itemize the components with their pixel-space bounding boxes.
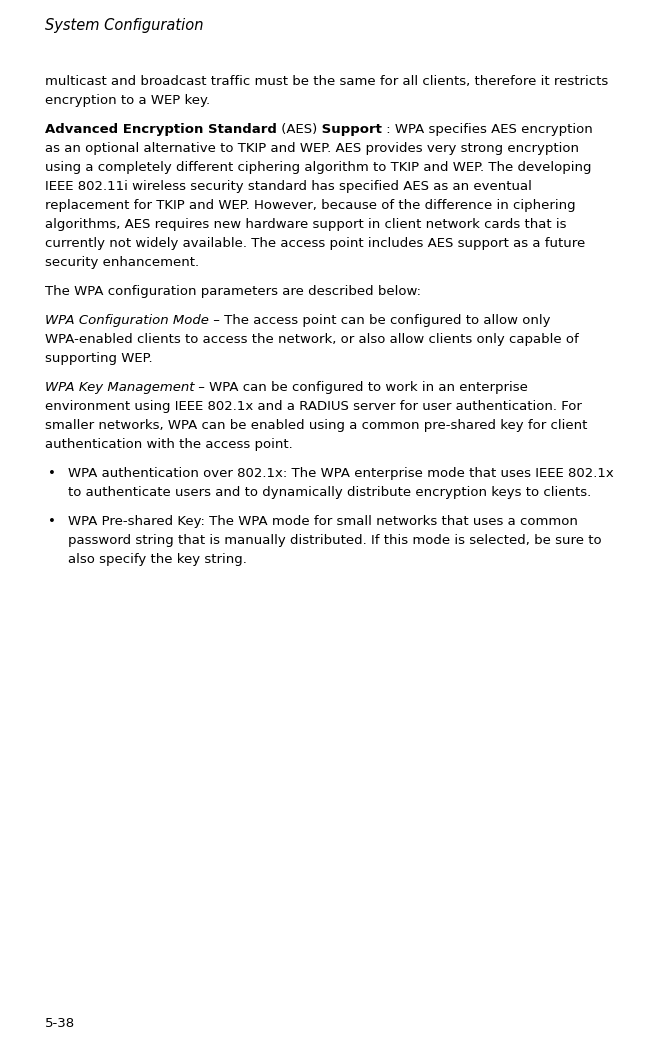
Text: using a completely different ciphering algorithm to TKIP and WEP. The developing: using a completely different ciphering a… (45, 161, 592, 174)
Text: System Configuration: System Configuration (45, 18, 204, 33)
Text: to authenticate users and to dynamically distribute encryption keys to clients.: to authenticate users and to dynamically… (68, 486, 591, 499)
Text: algorithms, AES requires new hardware support in client network cards that is: algorithms, AES requires new hardware su… (45, 218, 567, 231)
Text: – The access point can be configured to allow only: – The access point can be configured to … (209, 313, 550, 327)
Text: currently not widely available. The access point includes AES support as a futur: currently not widely available. The acce… (45, 237, 585, 250)
Text: The WPA configuration parameters are described below:: The WPA configuration parameters are des… (45, 285, 421, 298)
Text: – WPA can be configured to work in an enterprise: – WPA can be configured to work in an en… (195, 381, 528, 394)
Text: replacement for TKIP and WEP. However, because of the difference in ciphering: replacement for TKIP and WEP. However, b… (45, 199, 576, 213)
Text: WPA Key Management: WPA Key Management (45, 381, 195, 394)
Text: IEEE 802.11i wireless security standard has specified AES as an eventual: IEEE 802.11i wireless security standard … (45, 180, 532, 193)
Text: WPA Pre-shared Key: The WPA mode for small networks that uses a common: WPA Pre-shared Key: The WPA mode for sma… (68, 515, 578, 528)
Text: password string that is manually distributed. If this mode is selected, be sure : password string that is manually distrib… (68, 534, 601, 547)
Text: supporting WEP.: supporting WEP. (45, 352, 153, 365)
Text: (AES): (AES) (277, 123, 317, 136)
Text: also specify the key string.: also specify the key string. (68, 553, 247, 566)
Text: multicast and broadcast traffic must be the same for all clients, therefore it r: multicast and broadcast traffic must be … (45, 75, 608, 88)
Text: •: • (48, 467, 56, 480)
Text: as an optional alternative to TKIP and WEP. AES provides very strong encryption: as an optional alternative to TKIP and W… (45, 142, 579, 155)
Text: environment using IEEE 802.1x and a RADIUS server for user authentication. For: environment using IEEE 802.1x and a RADI… (45, 400, 582, 413)
Text: WPA-enabled clients to access the network, or also allow clients only capable of: WPA-enabled clients to access the networ… (45, 333, 579, 346)
Text: security enhancement.: security enhancement. (45, 256, 199, 269)
Text: Support: Support (317, 123, 382, 136)
Text: Advanced Encryption Standard: Advanced Encryption Standard (45, 123, 277, 136)
Text: : WPA specifies AES encryption: : WPA specifies AES encryption (382, 123, 593, 136)
Text: authentication with the access point.: authentication with the access point. (45, 438, 293, 451)
Text: 5-38: 5-38 (45, 1017, 75, 1030)
Text: •: • (48, 515, 56, 528)
Text: smaller networks, WPA can be enabled using a common pre-shared key for client: smaller networks, WPA can be enabled usi… (45, 419, 588, 432)
Text: WPA authentication over 802.1x: The WPA enterprise mode that uses IEEE 802.1x: WPA authentication over 802.1x: The WPA … (68, 467, 614, 480)
Text: WPA Configuration Mode: WPA Configuration Mode (45, 313, 209, 327)
Text: encryption to a WEP key.: encryption to a WEP key. (45, 94, 210, 107)
